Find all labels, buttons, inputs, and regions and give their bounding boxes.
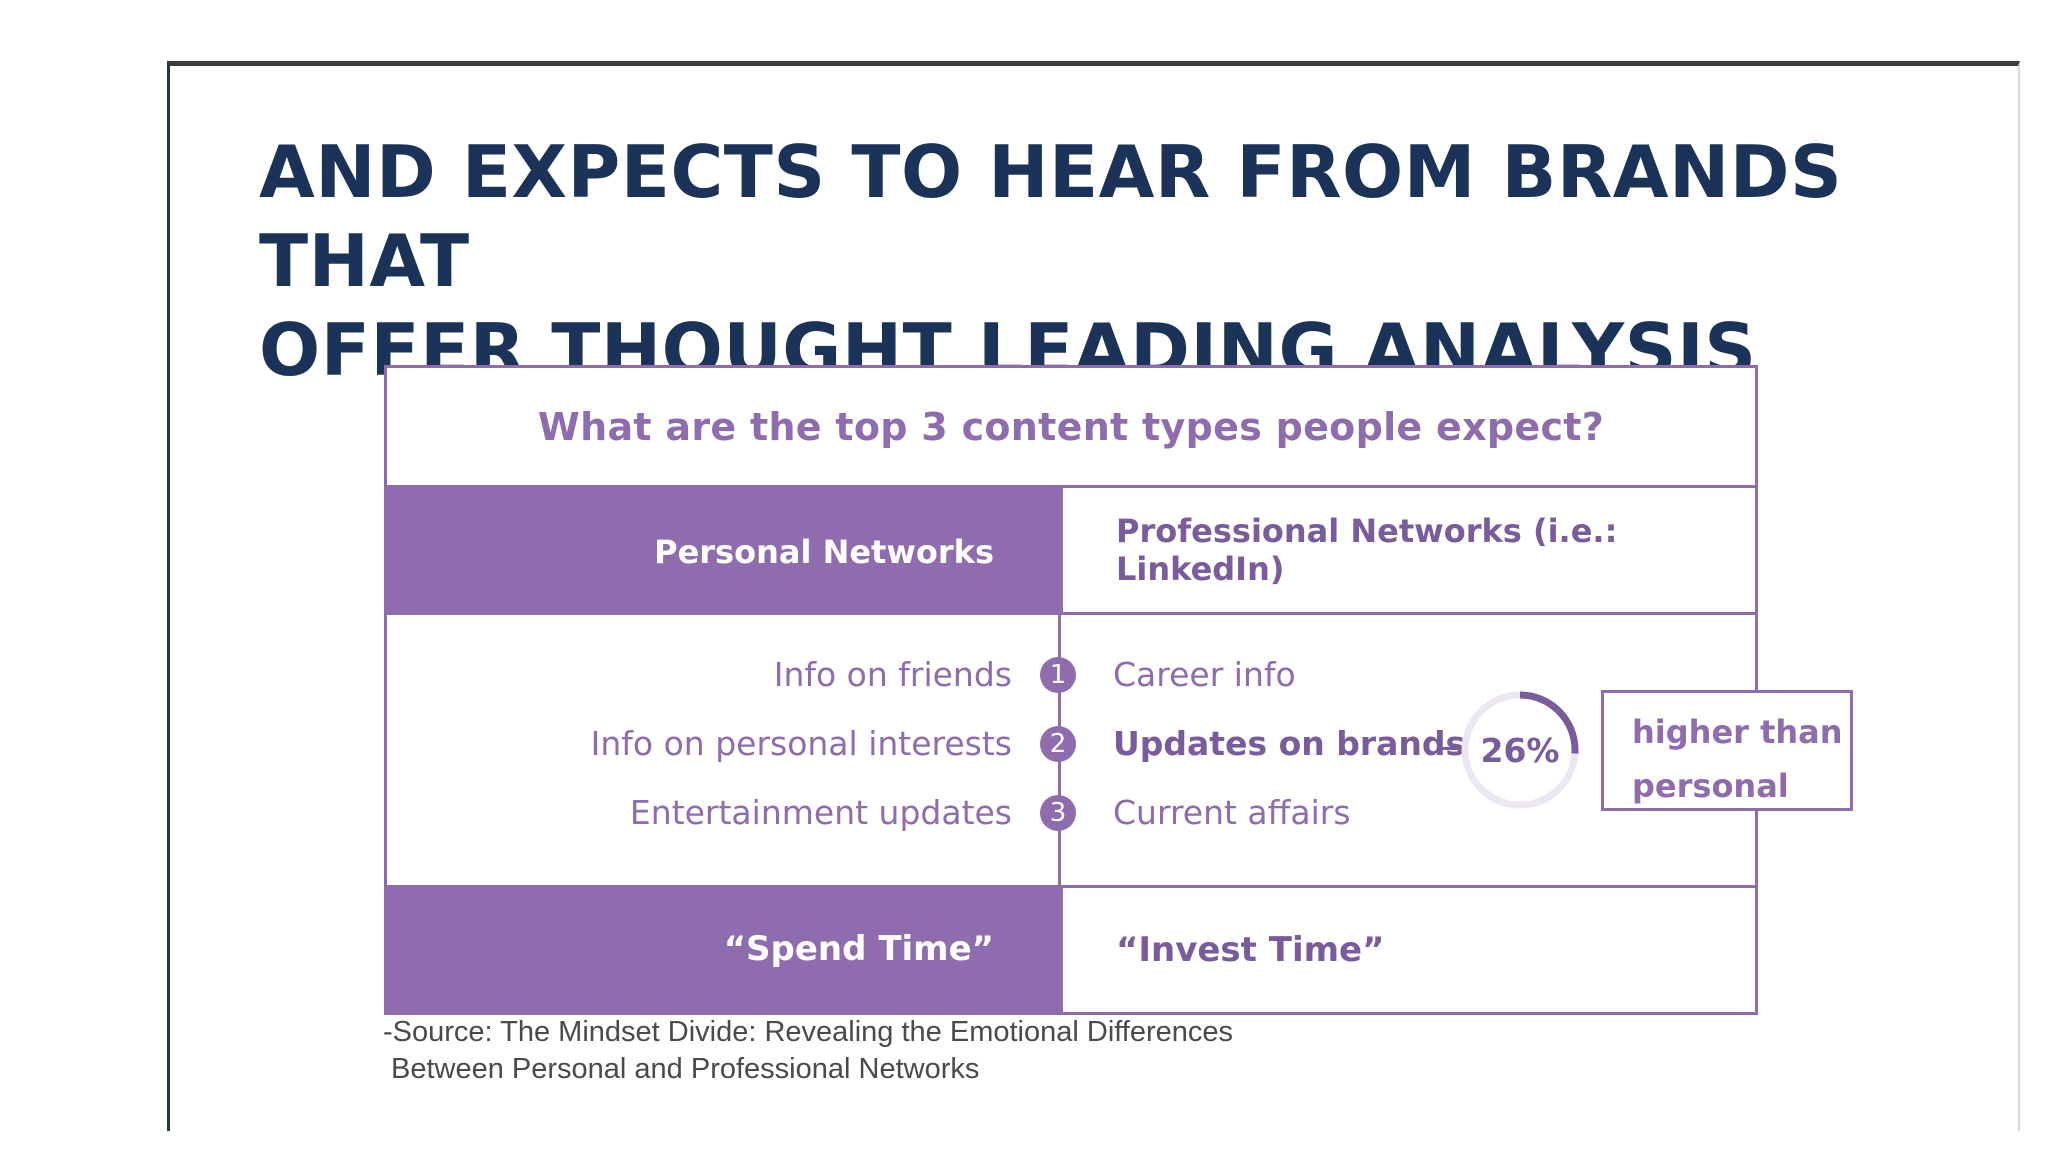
slide-title: AND EXPECTS TO HEAR FROM BRANDS THAT OFF…	[259, 128, 1959, 395]
header-professional-networks: Professional Networks (i.e.: LinkedIn)	[1060, 488, 1758, 615]
personal-item-3: Entertainment updates	[629, 793, 1012, 832]
percent-label: 26%	[1458, 688, 1582, 812]
table-row-2: Info on personal interests 2 Updates on …	[387, 719, 1758, 769]
header-personal-label: Personal Networks	[654, 532, 994, 571]
source-citation: -Source: The Mindset Divide: Revealing t…	[383, 1014, 1383, 1088]
footer-personal-label: “Spend Time”	[723, 928, 994, 969]
rank-badge-3: 3	[1040, 795, 1076, 831]
percent-connector-line	[1442, 747, 1464, 750]
content-types-table: What are the top 3 content types people …	[384, 365, 1758, 1015]
rank-badge-2: 2	[1040, 726, 1076, 762]
table-row-3: Entertainment updates 3 Current affairs	[387, 788, 1758, 838]
footer-spend-time: “Spend Time”	[387, 885, 1060, 1012]
header-professional-label: Professional Networks (i.e.: LinkedIn)	[1116, 512, 1618, 588]
professional-item-2: Updates on brands	[1113, 724, 1466, 763]
slide-frame	[167, 61, 2020, 1131]
table-question: What are the top 3 content types people …	[537, 404, 1605, 449]
personal-item-2: Info on personal interests	[590, 724, 1012, 763]
percent-value-text: 26%	[1480, 730, 1560, 770]
percent-donut	[1461, 691, 1579, 809]
callout-line-1: higher than	[1632, 713, 1843, 751]
callout-line-2: personal	[1632, 767, 1789, 805]
footer-invest-time: “Invest Time”	[1060, 885, 1758, 1012]
higher-than-personal-callout: higher than personal	[1601, 690, 1853, 811]
slide-title-line-1: AND EXPECTS TO HEAR FROM BRANDS THAT	[259, 130, 1843, 303]
footer-professional-label: “Invest Time”	[1116, 930, 1385, 970]
personal-item-1: Info on friends	[773, 655, 1012, 694]
source-line-1: -Source: The Mindset Divide: Revealing t…	[383, 1016, 1234, 1048]
professional-item-1: Career info	[1113, 655, 1296, 694]
table-question-row: What are the top 3 content types people …	[387, 368, 1755, 488]
donut-value-arc	[1461, 691, 1579, 809]
rank-badge-1: 1	[1040, 657, 1076, 693]
header-personal-networks: Personal Networks	[387, 488, 1060, 615]
source-line-2: Between Personal and Professional Networ…	[391, 1053, 980, 1085]
table-row-1: Info on friends 1 Career info	[387, 650, 1758, 700]
professional-item-3: Current affairs	[1113, 793, 1351, 832]
